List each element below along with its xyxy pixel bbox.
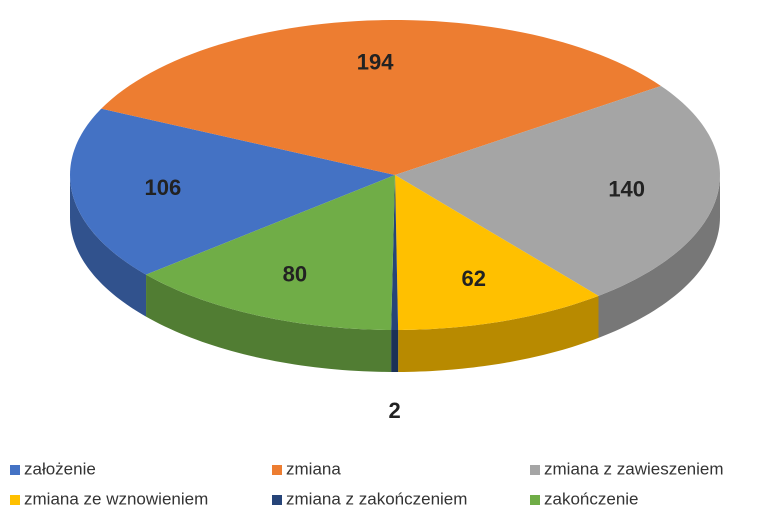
legend-label: zmiana z zawieszeniem	[544, 459, 724, 478]
pie-slice	[391, 175, 399, 330]
pie-slice-side	[398, 295, 599, 372]
legend-swatch	[272, 495, 282, 505]
legend-item: zmiana ze wznowieniem	[10, 489, 208, 508]
pie-slice	[395, 85, 720, 296]
legend-swatch	[272, 465, 282, 475]
data-label: 62	[461, 266, 485, 291]
pie-slice-side	[146, 274, 392, 372]
legend-swatch	[530, 465, 540, 475]
pie-slice-side	[391, 329, 399, 372]
legend-label: zmiana z zakończeniem	[286, 489, 467, 508]
pie-slice-side	[70, 175, 147, 317]
data-label: 2	[388, 398, 400, 423]
legend-swatch	[10, 465, 20, 475]
legend-item: zmiana z zakończeniem	[272, 489, 467, 508]
legend-label: zakończenie	[544, 489, 639, 508]
legend-swatch	[530, 495, 540, 505]
pie-top	[70, 20, 720, 330]
legend-label: zmiana ze wznowieniem	[24, 489, 208, 508]
legend-swatch	[10, 495, 20, 505]
pie-slice	[70, 108, 395, 275]
pie-slice	[101, 20, 662, 176]
legend-item: zakończenie	[530, 489, 639, 508]
data-label: 194	[357, 50, 394, 75]
pie-slice	[146, 175, 395, 330]
legend-label: założenie	[24, 459, 96, 478]
data-label: 80	[283, 262, 307, 287]
legend-item: założenie	[10, 459, 96, 478]
legend-label: zmiana	[286, 459, 341, 478]
data-label: 140	[608, 177, 645, 202]
data-label: 106	[145, 175, 182, 200]
legend-item: zmiana z zawieszeniem	[530, 459, 724, 478]
pie-slice-side	[598, 175, 720, 338]
legend-item: zmiana	[272, 459, 341, 478]
pie-slice	[395, 175, 599, 330]
pie-sides	[70, 175, 720, 372]
